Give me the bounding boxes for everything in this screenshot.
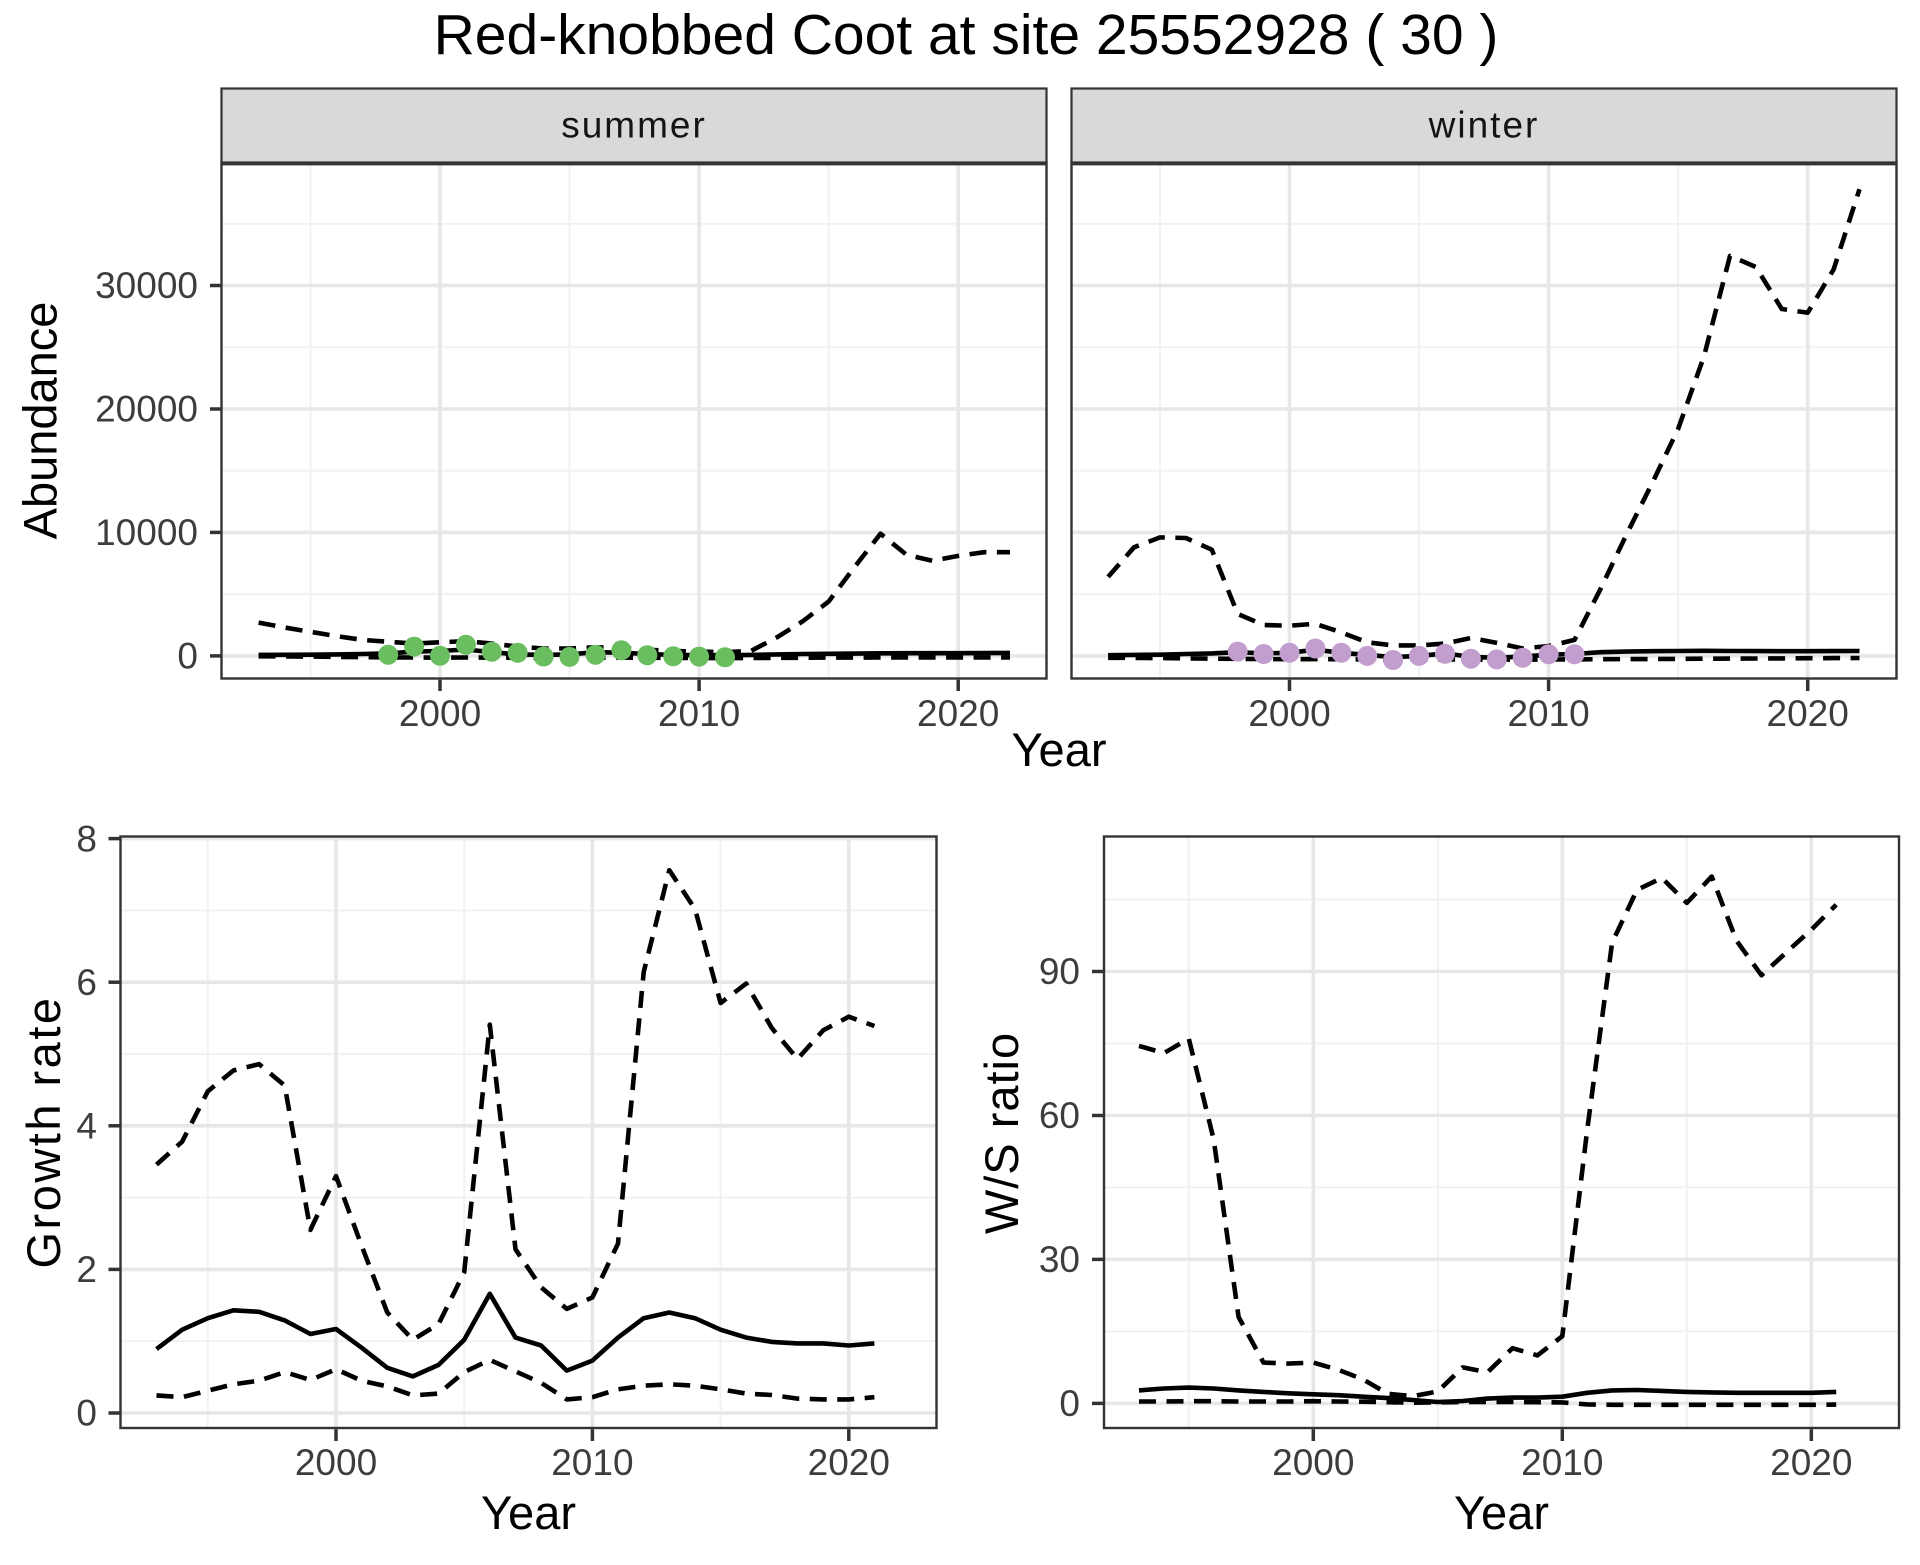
svg-text:Red-knobbed Coot at site 25552: Red-knobbed Coot at site 25552928 ( 30 ): [434, 3, 1499, 67]
svg-text:W/S ratio: W/S ratio: [975, 1032, 1028, 1234]
svg-text:Year: Year: [1012, 723, 1107, 776]
svg-text:2000: 2000: [1248, 693, 1330, 734]
svg-text:0: 0: [177, 636, 198, 677]
svg-text:2020: 2020: [1770, 1442, 1852, 1483]
svg-text:8: 8: [76, 818, 97, 859]
svg-text:Year: Year: [481, 1486, 576, 1539]
svg-text:Abundance: Abundance: [14, 302, 67, 540]
svg-text:90: 90: [1039, 951, 1080, 992]
svg-text:2000: 2000: [295, 1442, 377, 1483]
svg-text:2000: 2000: [1272, 1442, 1354, 1483]
svg-text:6: 6: [76, 962, 97, 1003]
svg-text:2010: 2010: [551, 1442, 633, 1483]
svg-text:30000: 30000: [95, 265, 198, 306]
svg-text:summer: summer: [561, 105, 707, 146]
svg-text:winter: winter: [1428, 105, 1540, 146]
svg-text:0: 0: [1059, 1383, 1080, 1424]
svg-text:2020: 2020: [917, 693, 999, 734]
svg-text:60: 60: [1039, 1095, 1080, 1136]
svg-text:2010: 2010: [658, 693, 740, 734]
svg-text:2010: 2010: [1507, 693, 1589, 734]
svg-text:2000: 2000: [399, 693, 481, 734]
svg-text:2020: 2020: [808, 1442, 890, 1483]
svg-text:0: 0: [76, 1393, 97, 1434]
svg-text:30: 30: [1039, 1239, 1080, 1280]
svg-text:Growth rate: Growth rate: [17, 995, 70, 1268]
svg-text:2020: 2020: [1767, 693, 1849, 734]
svg-text:Year: Year: [1454, 1486, 1549, 1539]
svg-text:2: 2: [76, 1249, 97, 1290]
svg-text:20000: 20000: [95, 389, 198, 430]
svg-text:4: 4: [76, 1106, 97, 1147]
svg-text:10000: 10000: [95, 512, 198, 553]
svg-text:2010: 2010: [1521, 1442, 1603, 1483]
